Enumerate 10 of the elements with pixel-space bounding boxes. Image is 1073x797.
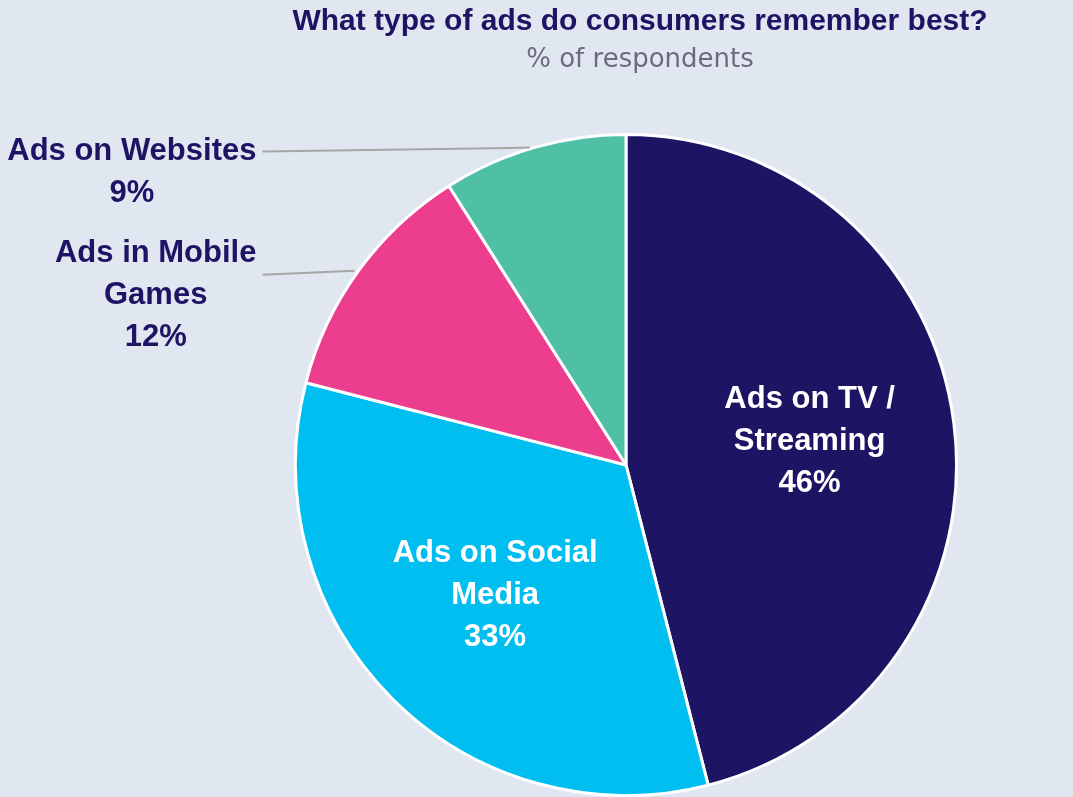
data-label: 33%	[464, 618, 527, 654]
data-label: 46%	[778, 464, 841, 500]
chart-subtitle: % of respondents	[526, 42, 754, 73]
data-label: 12%	[124, 318, 187, 354]
slice-label: Ads in Mobile Games	[54, 234, 257, 312]
slice-label: Ads on TV / Streaming	[724, 380, 896, 458]
chart-title: What type of ads do consumers remember best?	[292, 3, 988, 37]
slice-label: Ads on Websites	[7, 132, 257, 168]
data-label: 9%	[109, 174, 155, 210]
slice-label: Ads on Social Media	[392, 534, 598, 612]
